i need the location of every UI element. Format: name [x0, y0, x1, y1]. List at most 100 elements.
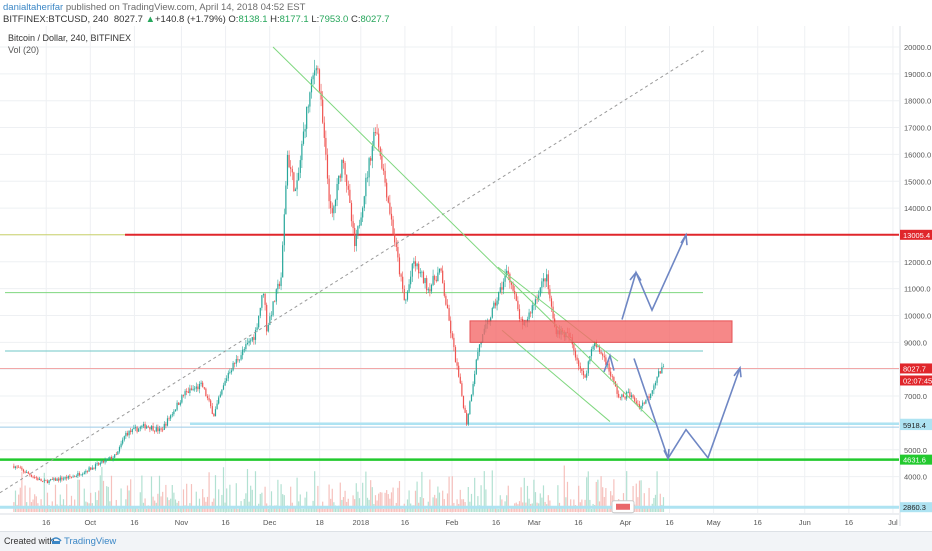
volume-bar	[150, 476, 153, 512]
time-tick-label: 16	[492, 518, 500, 527]
candle-body	[355, 234, 357, 247]
created-with-label: Created with	[4, 536, 55, 546]
volume-bar	[334, 505, 337, 512]
volume-bar	[242, 506, 244, 512]
candle-body	[251, 337, 253, 341]
volume-bar	[282, 494, 284, 512]
candle-body	[347, 185, 349, 190]
close-value: 8027.7	[360, 14, 390, 25]
candle-body	[469, 401, 471, 415]
volume-bar	[381, 492, 383, 512]
price-chart[interactable]: 4000.05000.06000.07000.08000.09000.01000…	[0, 26, 932, 531]
volume-bar	[309, 508, 311, 512]
candle-body	[203, 387, 205, 389]
candle-body	[616, 386, 618, 394]
candle-body	[610, 371, 612, 377]
footer: Created with TradingView	[0, 531, 932, 551]
candle-body	[166, 418, 169, 426]
candle-body	[314, 70, 316, 76]
candle-body	[397, 246, 399, 258]
volume-bar	[442, 490, 444, 512]
candle-body	[384, 170, 386, 183]
volume-bar	[510, 508, 513, 512]
projection-arrow	[629, 271, 642, 282]
volume-bar	[547, 495, 549, 512]
candle-body	[427, 289, 429, 291]
volume-bar	[40, 499, 42, 512]
candle-body	[512, 284, 514, 291]
candle-body	[456, 362, 458, 366]
volume-bar	[509, 508, 511, 512]
volume-bar	[117, 508, 119, 512]
candle-body	[94, 464, 97, 469]
volume-bar	[35, 496, 37, 512]
candle-body	[405, 299, 407, 301]
candle-body	[342, 159, 345, 163]
candle-body	[56, 478, 58, 481]
candle-body	[280, 277, 282, 287]
candle-body	[274, 301, 276, 303]
candle-body	[178, 402, 180, 405]
candle-body	[638, 404, 641, 409]
volume-bar	[430, 507, 433, 512]
candle-body	[181, 395, 183, 403]
candle-body	[114, 454, 116, 458]
volume-bar	[555, 506, 557, 512]
candle-body	[294, 189, 297, 192]
volume-indicator-label: Vol (20)	[8, 45, 39, 55]
volume-bar	[288, 508, 290, 512]
volume-bar	[197, 508, 199, 512]
candle-body	[378, 133, 380, 148]
volume-bar	[195, 491, 197, 512]
price-tick-label: 15000.0	[904, 177, 931, 186]
volume-bar	[443, 499, 445, 512]
candle-body	[93, 467, 95, 469]
volume-bar	[112, 507, 114, 512]
volume-bar	[659, 493, 661, 512]
candle-body	[187, 391, 189, 394]
price-tick-label: 10000.0	[904, 312, 931, 321]
candle-body	[125, 432, 127, 437]
horizontal-levels	[0, 233, 899, 509]
volume-bar	[472, 508, 474, 512]
candle-body	[651, 390, 653, 394]
volume-bar	[315, 505, 317, 512]
candle-body	[422, 271, 425, 284]
candle-body	[37, 478, 39, 480]
candle-body	[136, 427, 138, 432]
author-link[interactable]: danialtaherifar	[3, 2, 64, 13]
volume-bar	[654, 494, 657, 512]
volume-bar	[45, 508, 47, 512]
high-value: 8177.1	[279, 14, 309, 25]
time-tick-label: May	[707, 518, 721, 527]
volume-bar	[483, 471, 485, 512]
volume-bar	[371, 487, 373, 512]
candle-body	[509, 273, 511, 283]
volume-bar	[106, 486, 108, 512]
candle-body	[256, 327, 258, 331]
volume-bar	[331, 488, 333, 512]
volume-bar	[251, 489, 253, 512]
volume-bar	[43, 472, 45, 512]
candle-body	[510, 282, 513, 285]
tradingview-brand[interactable]: TradingView	[64, 536, 117, 547]
candle-body	[218, 397, 220, 404]
volume-bar	[120, 488, 122, 512]
resistance-zone	[469, 320, 733, 343]
last-price: 8027.7	[113, 14, 143, 25]
candle-body	[574, 350, 577, 358]
price-label-text: 13005.4	[903, 231, 930, 240]
candle-body	[192, 388, 194, 390]
candle-body	[144, 424, 146, 429]
candle-body	[584, 375, 586, 378]
volume-bar	[194, 507, 196, 512]
candle-body	[430, 284, 433, 292]
volume-bar	[80, 508, 82, 512]
candle-body	[266, 304, 268, 332]
candle-body	[35, 477, 37, 479]
volume-bar	[456, 499, 458, 512]
volume-bar	[158, 475, 161, 512]
candle-body	[189, 388, 191, 394]
candle-body	[602, 353, 604, 356]
volume-bar	[46, 492, 49, 512]
